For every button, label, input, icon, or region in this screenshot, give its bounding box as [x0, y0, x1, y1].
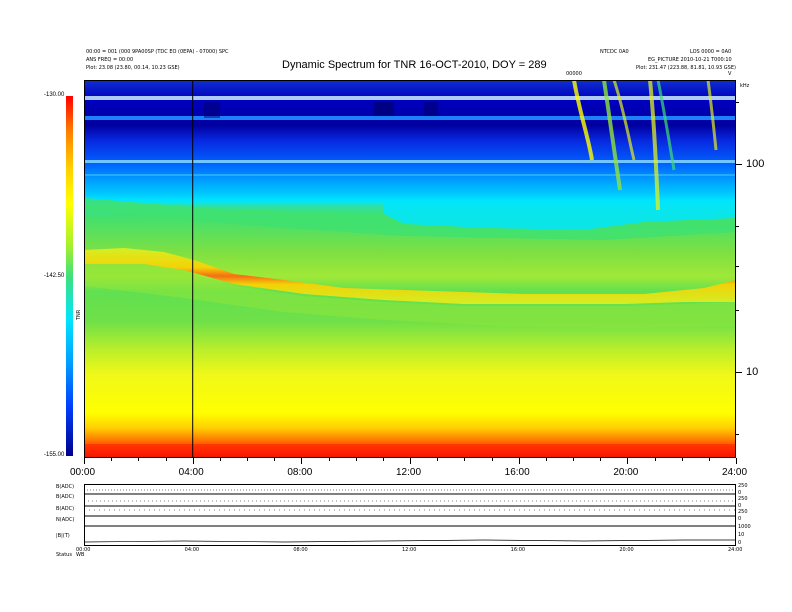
- hk-right-tick-9: 0: [738, 540, 742, 546]
- xtick-label: 20:00: [613, 467, 639, 478]
- hk-xtick-label: 12:00: [402, 547, 417, 553]
- xtick: [736, 458, 737, 464]
- housekeeping-panel: [84, 484, 736, 546]
- xtick-label: 16:00: [504, 467, 530, 478]
- hk-row-label-1: B(ADC): [56, 484, 75, 490]
- header-info-line2: ANS FREQ = 00:00: [86, 57, 134, 63]
- xtick-minor: [192, 458, 194, 461]
- xtick: [301, 458, 303, 464]
- hk-right-tick-5: 250: [738, 509, 748, 515]
- xtick: [518, 458, 520, 464]
- hk-right-tick-8: 10: [738, 532, 745, 538]
- xtick-minor: [111, 458, 113, 461]
- hk-xtick-label: 24:00: [728, 547, 743, 553]
- xtick-minor: [573, 458, 574, 461]
- xtick-minor: [681, 458, 683, 461]
- header-info-line3: Plot: 23.08 (23.80, 00.14, 10.23 GSE): [86, 65, 180, 71]
- xtick-label: 04:00: [178, 467, 204, 478]
- colorbar-tick-bottom: -155.00: [44, 452, 65, 458]
- xtick-minor: [301, 458, 303, 461]
- unit-label: kHz: [740, 83, 750, 89]
- hk-right-tick-2: 0: [738, 490, 742, 496]
- hk-row-label-5: |B|(T): [56, 533, 70, 539]
- hk-row-label-2: B(ADC): [56, 494, 75, 500]
- hk-xtick-label: 04:00: [184, 547, 200, 553]
- colorbar-tick-top: -130.00: [44, 92, 65, 98]
- ytick-minor-4: [736, 310, 739, 311]
- ytick-minor-2: [736, 226, 739, 227]
- hk-right-tick-4: 0: [738, 503, 742, 509]
- xtick-minor: [437, 458, 439, 461]
- header-right-line3: EG_PICTURE 2010-10-21 T000:10: [648, 57, 732, 63]
- xtick-minor: [491, 458, 493, 461]
- marker-label-right: V: [728, 71, 732, 77]
- ytick-100: [736, 164, 742, 165]
- header-info-line1: 00:00 = 001 (000 9PA00SP (TDC EO (0EPA) …: [86, 49, 229, 55]
- hk-xtick-label: 08:00: [293, 547, 308, 553]
- xtick-label: 08:00: [287, 467, 313, 478]
- ytick-minor-5: [736, 434, 739, 435]
- xtick-minor: [219, 458, 221, 461]
- colorbar-tick-mid: -142.50: [44, 273, 65, 279]
- xtick-minor: [247, 458, 248, 461]
- xtick-minor: [138, 458, 140, 461]
- hk-right-tick-1: 250: [738, 483, 748, 489]
- xtick-label: 00:00: [70, 467, 96, 478]
- colorbar: [66, 96, 73, 456]
- xtick: [84, 458, 85, 464]
- ytick-minor-3: [736, 266, 739, 267]
- hk-right-tick-3: 250: [738, 496, 748, 502]
- hk-xtick-label: 20:00: [619, 547, 634, 553]
- xtick-minor: [165, 458, 167, 461]
- xtick-label: 12:00: [396, 467, 422, 478]
- xtick-minor: [627, 458, 629, 461]
- xtick-minor: [654, 458, 656, 461]
- chart-title: Dynamic Spectrum for TNR 16-OCT-2010, DO…: [282, 59, 547, 71]
- xtick-minor: [382, 458, 384, 461]
- xtick-minor: [708, 458, 710, 461]
- xtick: [627, 458, 629, 464]
- marker-label-left: 00000: [566, 71, 582, 77]
- xtick-minor: [410, 458, 411, 461]
- xtick-minor: [328, 458, 330, 461]
- ytick-label-10: 10: [746, 366, 759, 378]
- xtick-minor: [355, 458, 357, 461]
- xtick: [192, 458, 194, 464]
- header-right-line1: NTCDC 0A0: [600, 49, 629, 55]
- hk-right-tick-6: 0: [738, 516, 742, 522]
- xtick-minor: [464, 458, 466, 461]
- hk-xtick-label: 00:00: [76, 547, 91, 553]
- spectrogram: [84, 80, 736, 458]
- xtick-minor: [736, 458, 737, 461]
- xtick-label: 24:00: [722, 467, 748, 478]
- hk-footer-wb: WB: [76, 552, 85, 558]
- xtick-minor: [84, 458, 85, 461]
- header-right-line2: LOS 0000 = 0A0: [690, 49, 732, 55]
- header-right-line4: Plot: 231.47 (223.88, 81.81, 10.93 GSE): [636, 65, 736, 71]
- hk-xtick-label: 16:00: [510, 547, 526, 553]
- ytick-minor-1: [736, 102, 739, 103]
- hk-footer-status: Status: [56, 552, 72, 558]
- xtick-minor: [545, 458, 547, 461]
- ytick-10: [736, 372, 742, 373]
- hk-row-label-3: B(ADC): [56, 506, 75, 512]
- ytick-label-100: 100: [746, 158, 765, 170]
- xtick-minor: [518, 458, 520, 461]
- hk-right-tick-7: 1000: [738, 524, 751, 530]
- xtick: [410, 458, 411, 464]
- xtick-minor: [600, 458, 602, 461]
- hk-row-label-4: N(ADC): [56, 517, 75, 523]
- xtick-minor: [274, 458, 276, 461]
